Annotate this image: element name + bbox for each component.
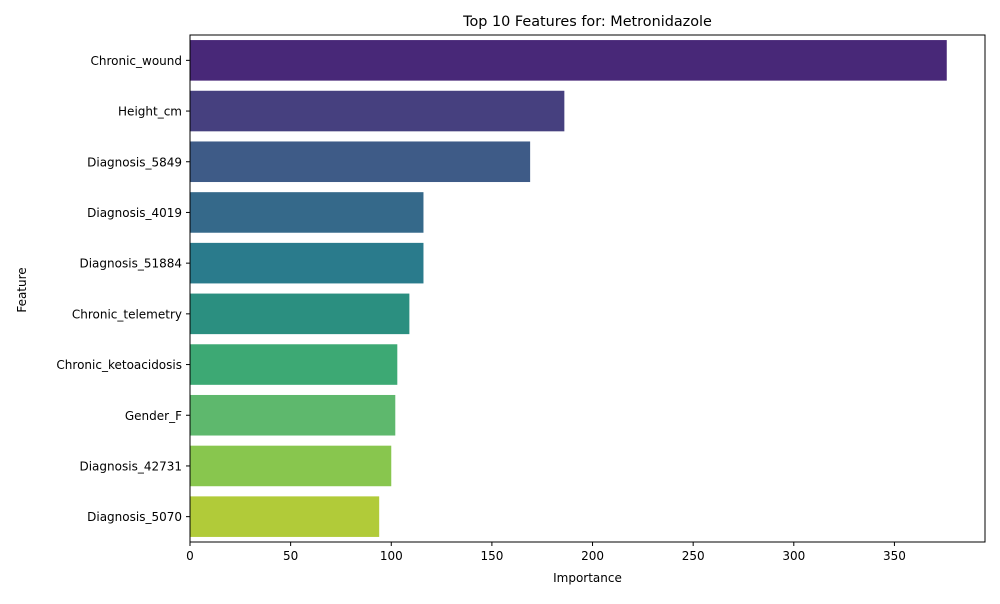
x-tick-label: 150 <box>480 549 503 563</box>
x-tick-label: 50 <box>283 549 298 563</box>
bar-gender-f <box>190 394 396 436</box>
bar-diagnosis-42731 <box>190 445 392 487</box>
y-tick-label: Diagnosis_5849 <box>87 155 182 169</box>
bar-diagnosis-5070 <box>190 496 380 537</box>
x-tick-label: 250 <box>682 549 705 563</box>
x-axis-title: Importance <box>553 571 622 585</box>
y-tick-label: Diagnosis_42731 <box>79 459 182 473</box>
x-tick-label: 350 <box>883 549 906 563</box>
y-tick-label: Diagnosis_4019 <box>87 206 182 220</box>
bar-chronic-wound <box>190 40 947 81</box>
y-tick-label: Gender_F <box>125 409 182 423</box>
bars-layer <box>190 40 947 537</box>
x-tick-label: 0 <box>186 549 194 563</box>
y-tick-label: Chronic_wound <box>90 54 182 68</box>
plot-frame <box>189 34 986 543</box>
y-tick-label: Chronic_ketoacidosis <box>56 358 182 372</box>
bar-height-cm <box>190 90 565 132</box>
y-tick-labels: Chronic_wound Height_cm Diagnosis_5849 Diag… <box>56 54 190 524</box>
bar-chronic-telemetry <box>190 293 410 335</box>
bar-diagnosis-4019 <box>190 192 424 233</box>
y-tick-label: Height_cm <box>118 105 182 119</box>
y-tick-label: Diagnosis_5070 <box>87 510 182 524</box>
x-tick-label: 300 <box>782 549 805 563</box>
y-axis-title: Feature <box>15 267 29 312</box>
bar-chronic-ketoacidosis <box>190 344 398 385</box>
y-tick-label: Chronic_telemetry <box>72 307 182 321</box>
bar-diagnosis-51884 <box>190 242 424 284</box>
x-tick-label: 200 <box>581 549 604 563</box>
x-tick-labels: 0 50 100 150 200 250 300 350 <box>186 542 906 563</box>
x-tick-label: 100 <box>380 549 403 563</box>
y-tick-label: Diagnosis_51884 <box>79 257 182 271</box>
chart-title: Top 10 Features for: Metronidazole <box>462 14 712 30</box>
bar-diagnosis-5849 <box>190 141 531 183</box>
